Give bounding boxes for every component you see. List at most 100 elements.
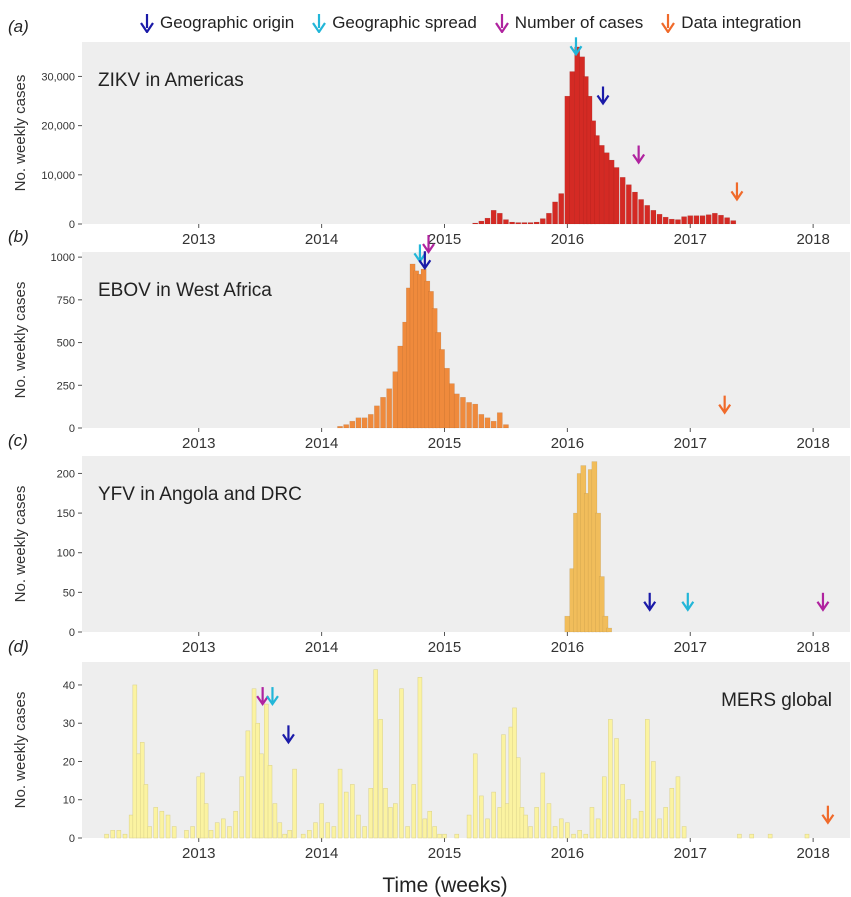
- bar: [190, 826, 195, 839]
- bar: [603, 152, 610, 225]
- bar: [675, 219, 681, 225]
- bar: [147, 826, 152, 839]
- bar: [625, 184, 632, 225]
- bar: [564, 95, 571, 225]
- bar: [651, 761, 656, 839]
- bar: [397, 345, 404, 429]
- bar: [460, 396, 466, 429]
- bar: [657, 818, 662, 839]
- bar: [355, 417, 362, 429]
- bar: [527, 222, 534, 225]
- bar: [378, 719, 383, 839]
- x-tick-label: 2013: [182, 231, 215, 248]
- y-axis-label: No. weekly cases: [12, 486, 29, 603]
- bar: [349, 420, 356, 429]
- bar: [632, 191, 638, 225]
- arrow-down-icon: [140, 14, 154, 33]
- marker-arrow-icon: [718, 395, 732, 415]
- y-tick-label: 40: [63, 680, 75, 692]
- bar: [251, 688, 257, 839]
- y-axis-label: No. weekly cases: [12, 692, 29, 809]
- panel-title: YFV in Angola and DRC: [98, 484, 302, 505]
- bar: [644, 719, 650, 839]
- bar: [693, 215, 700, 225]
- bar: [737, 833, 742, 839]
- y-tick-label: 500: [57, 338, 75, 350]
- bar: [571, 833, 576, 839]
- x-tick-label: 2017: [674, 435, 707, 452]
- bar: [165, 814, 171, 839]
- y-tick-label: 0: [69, 833, 75, 845]
- bar: [449, 383, 455, 429]
- y-tick-label: 1000: [51, 252, 75, 264]
- bar: [153, 807, 158, 839]
- panel-d: 0 10 20 30 40 2013 2014 2015 2016 2017 2018 No. wee…: [8, 637, 850, 862]
- marker-arrow-icon: [632, 145, 646, 165]
- bar: [255, 722, 260, 839]
- bar: [393, 803, 398, 839]
- bar: [319, 803, 324, 839]
- legend-label: Geographic origin: [160, 13, 295, 32]
- panel-c: 0 50 100 150 200 2013 2014 2015 2016 2017 2018 No. …: [8, 431, 850, 656]
- bar: [200, 772, 205, 839]
- bar: [638, 810, 644, 839]
- bar: [565, 822, 570, 839]
- marker-arrow-icon: [821, 805, 835, 825]
- x-tick-label: 2014: [305, 231, 338, 248]
- bar: [589, 807, 595, 839]
- bar: [711, 212, 718, 225]
- panel-a: 0 10,000 20,000 30,000 2013 2014 2015 2016 2017 2…: [8, 17, 850, 248]
- marker-arrow-icon: [266, 687, 279, 707]
- bar: [116, 830, 122, 839]
- bar: [386, 388, 393, 429]
- bar: [533, 221, 540, 225]
- bar: [804, 833, 810, 839]
- plot-background: [82, 456, 850, 632]
- bar: [675, 776, 681, 839]
- bar: [343, 424, 350, 429]
- bar: [171, 826, 177, 839]
- bar: [699, 215, 706, 225]
- bar: [392, 371, 399, 429]
- x-tick-label: 2013: [182, 435, 215, 452]
- marker-arrow-icon: [643, 592, 657, 612]
- bar: [417, 677, 423, 839]
- plot-background: [82, 252, 850, 428]
- bar: [613, 167, 620, 225]
- bar: [380, 396, 386, 429]
- bar: [501, 734, 506, 839]
- bar: [552, 201, 558, 225]
- bar: [437, 833, 442, 839]
- bar: [583, 833, 589, 839]
- bar: [361, 417, 368, 429]
- bar: [598, 145, 605, 225]
- x-tick-label: 2018: [796, 639, 829, 656]
- bar: [528, 826, 533, 839]
- panel-label: (b): [8, 227, 29, 246]
- bar: [767, 833, 773, 839]
- bar: [569, 71, 576, 225]
- bar: [619, 177, 626, 225]
- bar: [681, 826, 687, 839]
- bar: [184, 830, 189, 839]
- bar: [472, 403, 479, 429]
- bar: [110, 830, 115, 839]
- y-tick-label: 0: [69, 627, 75, 639]
- bar: [668, 218, 675, 225]
- bar: [577, 830, 582, 839]
- y-tick-label: 0: [69, 423, 75, 435]
- bar: [614, 738, 619, 839]
- x-tick-label: 2014: [305, 845, 338, 862]
- bar: [574, 46, 581, 225]
- bar: [362, 826, 367, 839]
- bar: [595, 818, 601, 839]
- bar: [638, 199, 644, 225]
- panel-title: MERS global: [721, 690, 832, 711]
- bar: [282, 833, 288, 839]
- y-tick-label: 100: [57, 548, 75, 560]
- bar: [313, 822, 318, 839]
- arrow-down-icon: [494, 14, 509, 33]
- bar: [292, 768, 297, 839]
- bar: [388, 807, 393, 839]
- bar: [472, 753, 478, 839]
